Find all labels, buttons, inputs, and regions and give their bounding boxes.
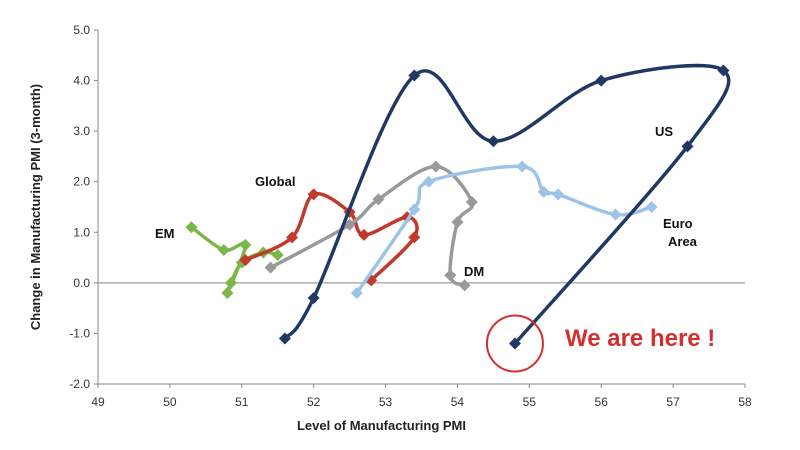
axes: -2.0 -1.0 0.0 1.0 2.0 3.0 4.0 5.0 49 50 51 52 53 54 55… [28, 23, 752, 433]
x-tick-label: 51 [235, 395, 249, 409]
y-tick-label: 5.0 [73, 23, 90, 37]
data-point-us [307, 292, 320, 305]
data-point-us [278, 332, 291, 345]
y-tick-label: 1.0 [73, 225, 90, 239]
data-point-em [185, 221, 198, 234]
data-point-global [307, 188, 320, 201]
callout-circle [485, 314, 544, 373]
x-tick-label: 49 [91, 395, 105, 409]
data-point-em [239, 238, 252, 251]
x-tick-label: 57 [666, 395, 680, 409]
data-point-dm [264, 261, 277, 274]
data-point-em [221, 286, 234, 299]
series-layer [185, 63, 731, 350]
data-point-em [271, 249, 284, 262]
data-point-dm [429, 160, 442, 173]
data-point-us [408, 69, 421, 82]
y-tick-label: 3.0 [73, 124, 90, 138]
annotation-layer: We are here ! [485, 314, 715, 373]
data-point-global [239, 254, 252, 267]
data-point-global [408, 231, 421, 244]
y-tick-label: 4.0 [73, 74, 90, 88]
data-point-us [508, 337, 521, 350]
y-tick-label: 0.0 [73, 276, 90, 290]
series-euro-area [350, 160, 658, 299]
data-point-euro-area [609, 208, 622, 221]
series-label-global: Global [255, 174, 295, 189]
data-point-euro-area [422, 175, 435, 188]
data-point-euro-area [552, 188, 565, 201]
data-point-dm [343, 218, 356, 231]
y-tick-label: -1.0 [69, 326, 90, 340]
x-tick-label: 50 [163, 395, 177, 409]
series-line-us [283, 63, 731, 345]
data-point-us [487, 135, 500, 148]
y-axis-title: Change in Manufacturing PMI (3-month) [28, 84, 43, 330]
series-label-em: EM [155, 226, 175, 241]
callout-text: We are here ! [565, 325, 715, 352]
data-point-us [717, 64, 730, 77]
x-tick-label: 53 [379, 395, 393, 409]
series-line-euro-area [355, 164, 653, 294]
series-label-dm: DM [464, 264, 484, 279]
x-axis-title: Level of Manufacturing PMI [297, 418, 466, 433]
y-tick-label: -2.0 [69, 377, 90, 391]
y-tick-label: 2.0 [73, 175, 90, 189]
data-point-em [224, 276, 237, 289]
data-point-euro-area [537, 185, 550, 198]
series-label-euro-area: Euro Area [663, 216, 698, 249]
series-label-us: US [655, 124, 673, 139]
data-point-dm [451, 216, 464, 229]
data-point-global [286, 231, 299, 244]
series-em [185, 221, 284, 299]
series-dm [264, 160, 478, 292]
data-point-euro-area [350, 286, 363, 299]
x-tick-label: 55 [523, 395, 537, 409]
series-labels: EM Global DM Euro Area US [155, 124, 698, 279]
data-point-euro-area [408, 203, 421, 216]
x-tick-label: 52 [307, 395, 321, 409]
data-point-us [595, 74, 608, 87]
series-us [278, 63, 731, 350]
x-tick-label: 54 [451, 395, 465, 409]
data-point-dm [458, 279, 471, 292]
data-point-em [217, 243, 230, 256]
data-point-euro-area [645, 201, 658, 213]
data-point-euro-area [516, 160, 529, 173]
data-point-dm [465, 195, 478, 208]
data-point-global [357, 228, 370, 241]
data-point-dm [444, 269, 457, 282]
data-point-dm [372, 193, 385, 206]
x-tick-label: 58 [738, 395, 752, 409]
data-point-us [681, 140, 694, 153]
x-tick-label: 56 [595, 395, 609, 409]
